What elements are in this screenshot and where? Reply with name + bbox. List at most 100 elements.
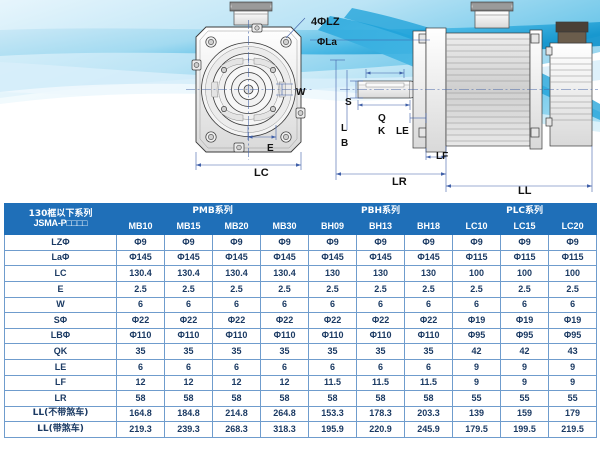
table-row: SΦ Φ22 Φ22 Φ22 Φ22 Φ22 Φ22 Φ22 Φ19 Φ19 Φ19: [4, 312, 598, 329]
cell-mb10-7: 35: [116, 343, 165, 360]
cell-mb20-11: 214.8: [212, 405, 261, 423]
cell-lc15-9: 9: [500, 374, 550, 392]
cell-mb20-6: Φ110: [212, 327, 261, 345]
row-label: LaΦ: [4, 249, 117, 267]
cell-mb15-9: 12: [164, 374, 213, 392]
side-view-connector-top: [470, 1, 514, 29]
cell-mb20-1: Φ145: [212, 249, 261, 267]
corner-header-line1: 130框以下系列: [28, 208, 93, 219]
cell-mb15-6: Φ110: [164, 327, 213, 345]
cell-bh18-2: 130: [404, 265, 454, 282]
cell-lc10-10: 55: [452, 390, 502, 407]
cell-bh09-9: 11.5: [308, 374, 358, 392]
cell-lc10-9: 9: [452, 374, 502, 392]
cell-bh13-7: 35: [356, 343, 406, 360]
cell-bh18-9: 11.5: [404, 374, 454, 392]
cell-mb20-7: 35: [212, 343, 261, 360]
cell-lc20-5: Φ19: [548, 312, 598, 329]
cell-mb10-0: Φ9: [116, 234, 165, 251]
cell-mb15-4: 6: [164, 296, 213, 314]
cell-bh18-6: Φ110: [404, 327, 454, 345]
row-label: QK: [4, 343, 117, 360]
cell-lc20-11: 179: [548, 405, 598, 423]
cell-lc20-10: 55: [548, 390, 598, 407]
cell-lc15-8: 9: [500, 358, 550, 376]
cell-lc15-4: 6: [500, 296, 550, 314]
cell-lc15-12: 199.5: [500, 421, 550, 438]
label-lr: LR: [392, 176, 407, 188]
cell-mb10-4: 6: [116, 296, 165, 314]
cell-lc20-0: Φ9: [548, 234, 598, 251]
cell-mb30-8: 6: [259, 358, 310, 376]
cell-lc10-4: 6: [452, 296, 502, 314]
cell-lc15-2: 100: [500, 265, 550, 282]
table-model-header-bh18: BH18: [404, 218, 454, 236]
cell-mb20-3: 2.5: [212, 280, 261, 298]
table-body: LZΦ Φ9 Φ9 Φ9 Φ9 Φ9 Φ9 Φ9 Φ9 Φ9 Φ9 LaΦ Φ145 Φ145 Φ145 Φ1…: [4, 234, 598, 438]
row-label: LE: [4, 358, 117, 376]
table-model-header-bh13: BH13: [356, 218, 406, 236]
table-row: LC 130.4 130.4 130.4 130.4 130 130 130 100 100 100: [4, 265, 598, 282]
cell-lc20-9: 9: [548, 374, 598, 392]
label-4philz: 4ΦLZ: [311, 16, 340, 28]
row-label: LR: [4, 390, 117, 407]
cell-bh13-4: 6: [356, 296, 406, 314]
cell-bh13-1: Φ145: [356, 249, 406, 267]
cell-bh18-11: 203.3: [404, 405, 454, 423]
cell-bh09-4: 6: [308, 296, 358, 314]
cell-lc10-12: 179.5: [452, 421, 502, 438]
cell-lc15-7: 42: [500, 343, 550, 360]
cell-mb15-5: Φ22: [164, 312, 213, 329]
table-row: LL(不带煞车) 164.8 184.8 214.8 264.8 153.3 178.3 20…: [4, 405, 598, 423]
cell-mb30-12: 318.3: [259, 421, 310, 438]
table-row: LF 12 12 12 12 11.5 11.5 11.5 9 9 9: [4, 374, 598, 392]
table-row: LL(带煞车) 219.3 239.3 268.3 318.3 195.9 220.9 245…: [4, 421, 598, 438]
label-k: K: [378, 126, 386, 137]
cell-lc20-3: 2.5: [548, 280, 598, 298]
cell-lc20-1: Φ115: [548, 249, 598, 267]
table-row: E 2.5 2.5 2.5 2.5 2.5 2.5 2.5 2.5 2.5 2.5: [4, 280, 598, 298]
cell-bh09-3: 2.5: [308, 280, 358, 298]
table-row: LZΦ Φ9 Φ9 Φ9 Φ9 Φ9 Φ9 Φ9 Φ9 Φ9 Φ9: [4, 234, 598, 251]
cell-bh13-11: 178.3: [356, 405, 406, 423]
cell-mb15-10: 58: [164, 390, 213, 407]
table-model-header-lc10: LC10: [452, 218, 502, 236]
cell-mb10-9: 12: [116, 374, 165, 392]
table-row: LE 6 6 6 6 6 6 6 9 9 9: [4, 358, 598, 376]
label-b: B: [341, 138, 349, 149]
cell-bh09-5: Φ22: [308, 312, 358, 329]
label-phila: ΦLa: [317, 37, 337, 48]
mounting-holes: [205, 36, 292, 143]
cell-bh13-2: 130: [356, 265, 406, 282]
table-model-header-lc15: LC15: [500, 218, 550, 236]
row-label: LBΦ: [4, 327, 117, 345]
cell-mb15-1: Φ145: [164, 249, 213, 267]
cell-lc10-5: Φ19: [452, 312, 502, 329]
row-label: E: [4, 280, 117, 298]
cell-bh09-7: 35: [308, 343, 358, 360]
label-q: Q: [378, 113, 386, 124]
table-model-header-mb15: MB15: [164, 218, 213, 236]
cell-lc15-3: 2.5: [500, 280, 550, 298]
table-corner-header: 130框以下系列 JSMA-P□□□□: [4, 202, 117, 236]
cell-bh09-12: 195.9: [308, 421, 358, 438]
table-model-header-mb30: MB30: [259, 218, 310, 236]
cell-lc10-6: Φ95: [452, 327, 502, 345]
row-label: LL(带煞车): [4, 421, 117, 438]
cell-mb30-7: 35: [259, 343, 310, 360]
cell-mb20-8: 6: [212, 358, 261, 376]
cell-mb20-9: 12: [212, 374, 261, 392]
specification-table: 130框以下系列 JSMA-P□□□□ PMB系列 PBH系列 PLC系列 MB10…: [4, 202, 598, 438]
table-model-header-mb20: MB20: [212, 218, 261, 236]
cell-mb10-3: 2.5: [116, 280, 165, 298]
table-group-header-0: PMB系列: [115, 203, 310, 220]
label-lf: LF: [436, 151, 449, 162]
row-label: LF: [4, 374, 117, 392]
cell-bh18-10: 58: [404, 390, 454, 407]
cell-mb10-2: 130.4: [116, 265, 165, 282]
cell-mb20-0: Φ9: [212, 234, 261, 251]
motor-technical-drawing: 4ΦLZ ΦLa W E LC S L B Q K LE LF LR LL: [0, 0, 600, 200]
row-label: SΦ: [4, 312, 117, 329]
cell-mb20-10: 58: [212, 390, 261, 407]
cell-mb20-5: Φ22: [212, 312, 261, 329]
